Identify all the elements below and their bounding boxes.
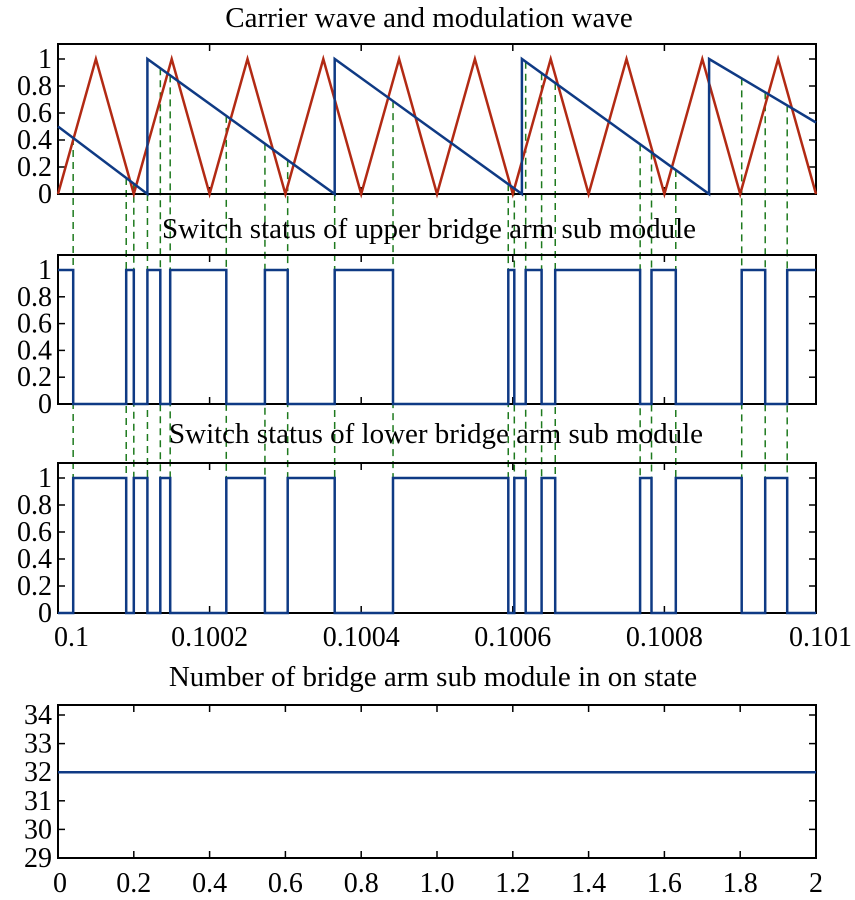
y-tick-label: 32 <box>24 757 52 788</box>
y-tick-label: 0.2 <box>17 152 52 183</box>
y-tick-label: 1 <box>38 255 52 286</box>
y-tick-label: 0.8 <box>17 282 52 313</box>
plot-frame <box>57 254 817 405</box>
plot-frame <box>57 43 817 195</box>
y-tick-label: 33 <box>24 729 52 760</box>
x-tick-label: 0 <box>53 868 67 899</box>
x-tick-label: 0.4 <box>192 868 227 899</box>
x-tick-label: 0.101 <box>789 622 852 653</box>
modulation-wave-line <box>57 56 817 197</box>
x-tick-label: 0.1 <box>54 622 89 653</box>
x-tick-label: 1.2 <box>495 868 530 899</box>
y-tick-label: 0.2 <box>17 362 52 393</box>
y-tick-label: 0.4 <box>17 335 52 366</box>
x-tick-label: 0.8 <box>344 868 379 899</box>
y-tick-label: 0.4 <box>17 125 52 156</box>
x-tick-label: 1.0 <box>420 868 455 899</box>
y-tick-label: 0.8 <box>17 490 52 521</box>
y-tick-label: 0 <box>38 179 52 210</box>
x-tick-label: 0.1008 <box>626 622 703 653</box>
y-tick-label: 0 <box>38 598 52 629</box>
x-tick-label: 2 <box>809 868 823 899</box>
x-tick-label: 1.4 <box>571 868 606 899</box>
y-tick-label: 0 <box>38 389 52 420</box>
x-tick-label: 1.6 <box>647 868 682 899</box>
y-tick-label: 0.6 <box>17 309 52 340</box>
title-lower-switch: Switch status of lower bridge arm sub mo… <box>169 418 703 450</box>
y-tick-label: 34 <box>24 700 52 731</box>
plot-frame <box>57 462 817 614</box>
y-tick-label: 0.6 <box>17 517 52 548</box>
x-tick-label: 0.1002 <box>171 622 248 653</box>
x-tick-label: 0.1006 <box>474 622 551 653</box>
y-tick-label: 30 <box>24 814 52 845</box>
y-tick-label: 1 <box>38 463 52 494</box>
y-tick-label: 1 <box>38 44 52 75</box>
y-tick-label: 0.2 <box>17 571 52 602</box>
x-tick-label: 0.6 <box>268 868 303 899</box>
upper-switch-waveform <box>58 268 816 406</box>
panel-lower-switch: 00.20.40.60.81 0.1 0.1002 0.1004 0.1006 0.100… <box>17 462 852 653</box>
y-tick-label: 0.6 <box>17 98 52 129</box>
x-tick-label: 1.8 <box>723 868 758 899</box>
y-tick-label: 0.4 <box>17 544 52 575</box>
y-tick-label: 29 <box>24 843 52 874</box>
y-tick-label: 0.8 <box>17 71 52 102</box>
title-upper-switch: Switch status of upper bridge arm sub mo… <box>162 213 696 245</box>
title-on-state-count: Number of bridge arm sub module in on st… <box>169 661 697 693</box>
guide-lines <box>72 61 788 613</box>
x-tick-label: 0.2 <box>116 868 151 899</box>
panel-upper-switch: 00.20.40.60.81 <box>17 254 817 420</box>
y-tick-label: 31 <box>24 786 52 817</box>
lower-switch-waveform <box>58 476 816 615</box>
carrier-wave-line <box>56 54 818 199</box>
panel-carrier-modulation: 00.20.40.60.81 <box>17 43 818 210</box>
plot-frame <box>57 704 817 859</box>
title-carrier-modulation: Carrier wave and modulation wave <box>225 2 632 34</box>
x-tick-label: 0.1004 <box>323 622 400 653</box>
